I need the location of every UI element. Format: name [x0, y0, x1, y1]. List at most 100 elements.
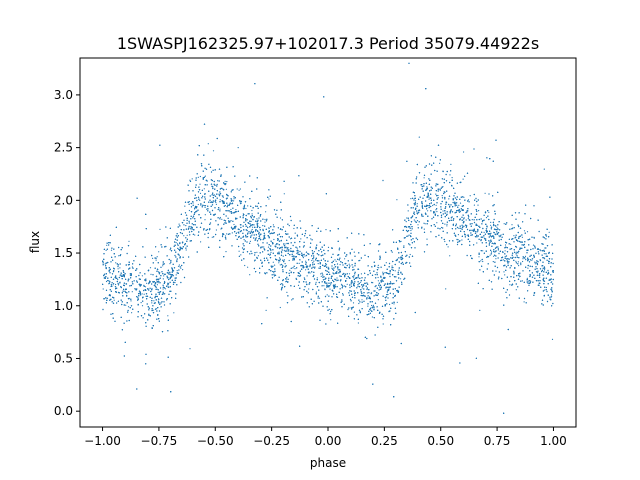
data-point	[149, 267, 152, 269]
data-point	[372, 304, 374, 306]
data-point	[432, 204, 434, 207]
data-point	[106, 244, 108, 246]
data-point	[251, 213, 253, 215]
data-point	[113, 283, 115, 285]
data-point	[441, 195, 443, 197]
data-point	[144, 286, 147, 288]
data-point	[515, 260, 517, 262]
data-point	[328, 308, 330, 310]
data-point	[511, 224, 513, 226]
data-point	[403, 245, 405, 247]
data-point	[540, 250, 542, 252]
data-point	[543, 168, 545, 170]
data-point	[300, 238, 302, 240]
data-point	[314, 267, 316, 269]
data-point	[233, 223, 235, 226]
data-point	[488, 211, 490, 213]
data-point	[341, 300, 343, 302]
data-point	[152, 257, 154, 259]
data-point	[308, 288, 310, 290]
data-point	[520, 264, 522, 266]
data-point	[183, 224, 185, 226]
data-point	[400, 278, 402, 280]
data-point	[173, 312, 175, 314]
data-point	[131, 291, 133, 293]
data-point	[230, 220, 232, 222]
data-point	[163, 275, 165, 277]
data-point	[118, 255, 120, 257]
data-point	[358, 302, 360, 305]
data-point	[449, 255, 451, 257]
data-point	[385, 296, 388, 298]
data-point	[219, 208, 221, 210]
data-point	[235, 209, 237, 211]
data-point	[521, 280, 524, 282]
data-point	[518, 265, 520, 267]
data-point	[119, 267, 121, 269]
data-point	[507, 262, 509, 264]
data-point	[197, 203, 199, 206]
data-point	[247, 266, 249, 268]
data-point	[131, 266, 133, 268]
data-point	[523, 301, 525, 303]
data-point	[309, 272, 311, 274]
data-point	[317, 263, 319, 265]
data-point	[311, 259, 313, 262]
data-point	[155, 288, 157, 290]
data-point	[141, 293, 143, 295]
data-point	[428, 198, 430, 200]
data-point	[183, 235, 185, 237]
data-point	[463, 218, 465, 220]
data-point	[271, 232, 273, 235]
data-point	[199, 183, 201, 185]
data-point	[220, 228, 222, 230]
data-point	[151, 302, 153, 304]
data-point	[389, 281, 392, 283]
data-point	[211, 236, 213, 238]
data-point	[204, 205, 207, 207]
data-point	[156, 256, 158, 258]
data-point	[246, 233, 249, 235]
data-point	[348, 273, 351, 275]
data-point	[169, 249, 171, 251]
data-point	[510, 243, 512, 245]
data-point	[334, 283, 336, 286]
data-point	[495, 270, 497, 272]
data-point	[159, 228, 161, 230]
data-point	[231, 232, 233, 234]
data-point	[371, 316, 373, 318]
data-point	[146, 282, 148, 284]
data-point	[222, 196, 224, 198]
data-point	[371, 304, 373, 307]
data-point	[357, 285, 359, 288]
data-point	[444, 240, 446, 243]
data-point	[336, 280, 338, 282]
data-point	[367, 305, 369, 307]
data-point	[194, 234, 196, 236]
data-point	[478, 210, 480, 212]
data-point	[141, 275, 143, 277]
data-point	[267, 246, 270, 248]
data-point	[493, 255, 495, 257]
data-point	[191, 178, 193, 180]
data-point	[521, 236, 524, 238]
data-point	[451, 177, 453, 179]
data-point	[204, 214, 206, 216]
data-point	[396, 199, 398, 201]
data-point	[106, 280, 109, 282]
data-point	[339, 264, 341, 266]
data-point	[400, 240, 402, 242]
data-point	[263, 246, 265, 248]
data-point	[326, 273, 328, 275]
data-point	[537, 272, 539, 274]
data-point	[385, 262, 387, 264]
data-point	[120, 254, 122, 256]
data-point	[488, 243, 490, 245]
data-point	[225, 210, 227, 212]
data-point	[407, 235, 409, 237]
data-point	[448, 198, 450, 200]
data-point	[157, 300, 159, 302]
data-point	[407, 210, 409, 212]
data-point	[233, 198, 235, 200]
